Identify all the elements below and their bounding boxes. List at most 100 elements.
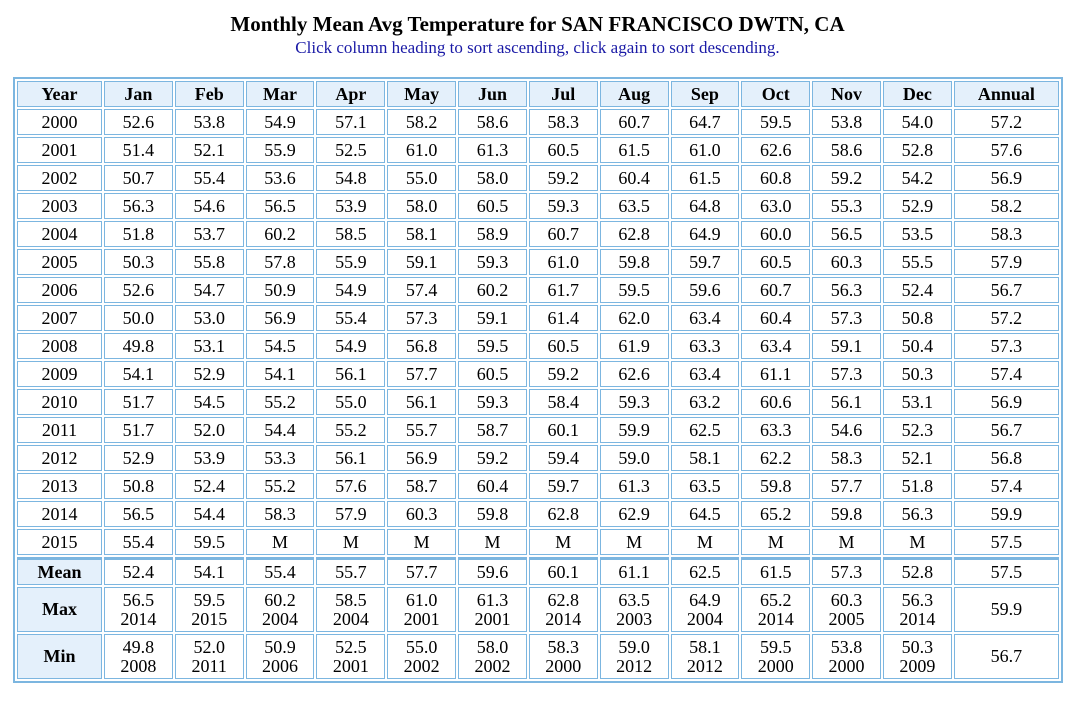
table-row: 2015 55.4 59.5 M M M M M M M M M M 57.5 bbox=[17, 529, 1059, 555]
value-cell: 55.0 bbox=[316, 389, 386, 415]
value-cell: 56.7 bbox=[953, 277, 1059, 303]
value-cell: 57.3 bbox=[812, 305, 881, 331]
mean-value: 54.1 bbox=[174, 557, 244, 585]
min-cell: 53.8 2000 bbox=[812, 634, 881, 679]
value-cell: 50.7 bbox=[104, 165, 173, 191]
max-value: 62.8 bbox=[547, 589, 580, 610]
table-row: 2001 51.4 52.1 55.9 52.5 61.0 61.3 60.5 61.5 61.0… bbox=[17, 137, 1059, 163]
column-header-annual[interactable]: Annual bbox=[953, 81, 1059, 107]
min-cell: 58.0 2002 bbox=[458, 634, 527, 679]
value-cell: 60.3 bbox=[812, 249, 881, 275]
value-cell: 56.3 bbox=[812, 277, 881, 303]
value-cell: 52.0 bbox=[174, 417, 244, 443]
mean-value: 57.3 bbox=[812, 557, 881, 585]
value-cell: 51.7 bbox=[104, 417, 173, 443]
column-header-mar[interactable]: Mar bbox=[245, 81, 315, 107]
value-cell: 61.4 bbox=[528, 305, 598, 331]
value-cell: 55.3 bbox=[812, 193, 881, 219]
max-annual-value: 59.9 bbox=[953, 587, 1059, 632]
value-cell: 64.7 bbox=[670, 109, 740, 135]
page-title: Monthly Mean Avg Temperature for SAN FRA… bbox=[230, 12, 845, 36]
value-cell: 49.8 bbox=[104, 333, 173, 359]
value-cell: 58.6 bbox=[458, 109, 527, 135]
value-cell: 57.3 bbox=[953, 333, 1059, 359]
value-cell: 60.6 bbox=[741, 389, 811, 415]
mean-value: 60.1 bbox=[528, 557, 598, 585]
mean-value: 55.4 bbox=[245, 557, 315, 585]
value-cell: 53.1 bbox=[882, 389, 952, 415]
column-header-oct[interactable]: Oct bbox=[741, 81, 811, 107]
value-cell: 60.8 bbox=[741, 165, 811, 191]
column-header-feb[interactable]: Feb bbox=[174, 81, 244, 107]
value-cell: 54.8 bbox=[316, 165, 386, 191]
year-cell: 2015 bbox=[17, 529, 102, 555]
year-cell: 2006 bbox=[17, 277, 102, 303]
min-cell: 58.1 2012 bbox=[670, 634, 740, 679]
temperature-table: Year Jan Feb Mar Apr May Jun Jul Aug Sep Oct Nov Dec… bbox=[13, 77, 1063, 683]
value-cell: 60.2 bbox=[458, 277, 527, 303]
column-header-apr[interactable]: Apr bbox=[316, 81, 386, 107]
column-header-jul[interactable]: Jul bbox=[528, 81, 598, 107]
value-cell: M bbox=[741, 529, 811, 555]
table-row: 2013 50.8 52.4 55.2 57.6 58.7 60.4 59.7 61.3 63.5… bbox=[17, 473, 1059, 499]
max-value: 61.0 bbox=[405, 589, 438, 610]
value-cell: 52.6 bbox=[104, 277, 173, 303]
value-cell: 57.3 bbox=[387, 305, 457, 331]
column-header-year[interactable]: Year bbox=[17, 81, 102, 107]
value-cell: 56.1 bbox=[812, 389, 881, 415]
value-cell: 55.2 bbox=[245, 473, 315, 499]
value-cell: 53.9 bbox=[174, 445, 244, 471]
year-cell: 2003 bbox=[17, 193, 102, 219]
value-cell: 59.0 bbox=[599, 445, 669, 471]
year-cell: 2005 bbox=[17, 249, 102, 275]
column-header-sep[interactable]: Sep bbox=[670, 81, 740, 107]
value-cell: 50.8 bbox=[882, 305, 952, 331]
value-cell: 60.5 bbox=[741, 249, 811, 275]
min-year: 2009 bbox=[899, 655, 936, 676]
value-cell: 50.0 bbox=[104, 305, 173, 331]
max-label: Max bbox=[17, 587, 102, 632]
min-cell: 52.5 2001 bbox=[316, 634, 386, 679]
max-value: 64.9 bbox=[689, 589, 721, 610]
min-year: 2002 bbox=[403, 655, 440, 676]
min-cell: 58.3 2000 bbox=[528, 634, 598, 679]
column-header-nov[interactable]: Nov bbox=[812, 81, 881, 107]
value-cell: 57.4 bbox=[953, 473, 1059, 499]
min-value: 50.3 bbox=[901, 636, 934, 657]
value-cell: 59.9 bbox=[599, 417, 669, 443]
value-cell: 50.4 bbox=[882, 333, 952, 359]
value-cell: 60.5 bbox=[528, 333, 598, 359]
max-cell: 63.5 2003 bbox=[599, 587, 669, 632]
value-cell: 53.0 bbox=[174, 305, 244, 331]
column-header-dec[interactable]: Dec bbox=[882, 81, 952, 107]
value-cell: 59.5 bbox=[599, 277, 669, 303]
value-cell: 53.1 bbox=[174, 333, 244, 359]
value-cell: M bbox=[387, 529, 457, 555]
value-cell: 54.9 bbox=[316, 333, 386, 359]
value-cell: 52.3 bbox=[882, 417, 952, 443]
value-cell: M bbox=[245, 529, 315, 555]
max-cell: 56.5 2014 bbox=[104, 587, 173, 632]
max-year: 2014 bbox=[899, 608, 936, 629]
value-cell: 54.0 bbox=[882, 109, 952, 135]
column-header-jan[interactable]: Jan bbox=[104, 81, 173, 107]
value-cell: 61.5 bbox=[599, 137, 669, 163]
value-cell: 54.4 bbox=[245, 417, 315, 443]
min-annual-value: 56.7 bbox=[953, 634, 1059, 679]
max-year: 2014 bbox=[120, 608, 157, 629]
max-value: 63.5 bbox=[618, 589, 650, 610]
value-cell: 57.4 bbox=[387, 277, 457, 303]
value-cell: 57.9 bbox=[953, 249, 1059, 275]
value-cell: 54.7 bbox=[174, 277, 244, 303]
column-header-aug[interactable]: Aug bbox=[599, 81, 669, 107]
min-value: 52.0 bbox=[193, 636, 225, 657]
year-cell: 2007 bbox=[17, 305, 102, 331]
value-cell: 61.0 bbox=[670, 137, 740, 163]
column-header-may[interactable]: May bbox=[387, 81, 457, 107]
value-cell: 57.3 bbox=[812, 361, 881, 387]
value-cell: 55.4 bbox=[104, 529, 173, 555]
mean-row: Mean 52.4 54.1 55.4 55.7 57.7 59.6 60.1 61.1 62.5… bbox=[17, 557, 1059, 585]
column-header-jun[interactable]: Jun bbox=[458, 81, 527, 107]
value-cell: 60.7 bbox=[528, 221, 598, 247]
value-cell: 56.5 bbox=[104, 501, 173, 527]
